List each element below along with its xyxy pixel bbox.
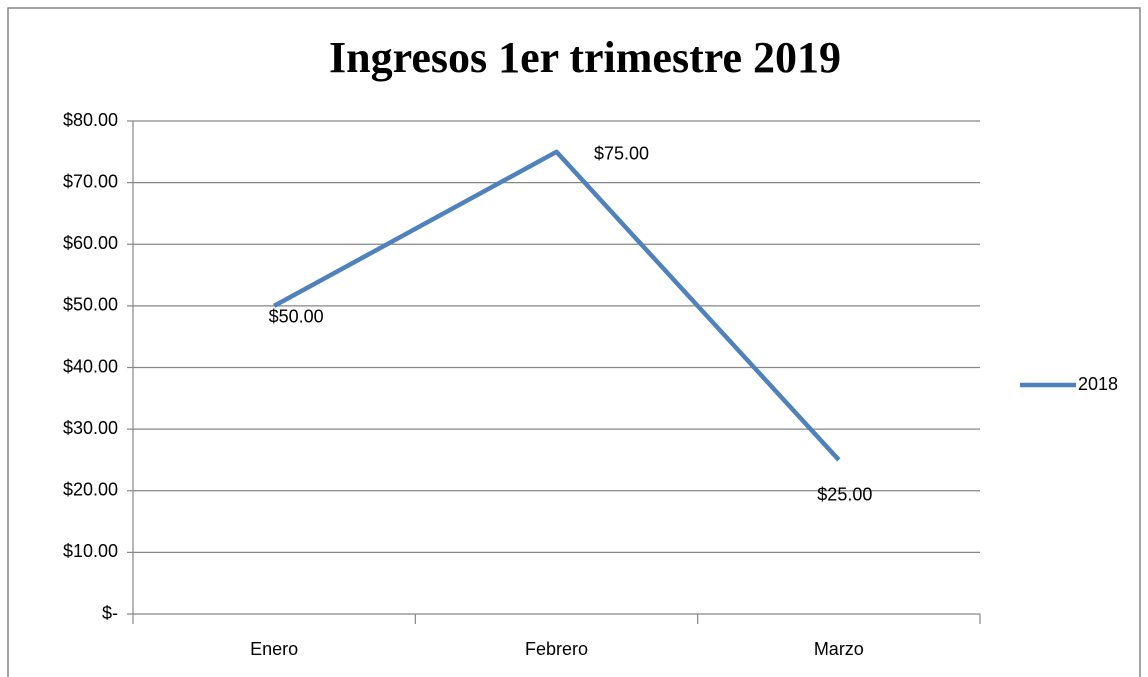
x-tick-label: Febrero <box>525 639 588 659</box>
y-tick-label: $- <box>102 603 118 623</box>
data-label: $75.00 <box>594 144 649 164</box>
y-tick-label: $70.00 <box>63 171 118 191</box>
chart-frame <box>7 7 1141 677</box>
chart-title: Ingresos 1er trimestre 2019 <box>329 33 841 82</box>
y-tick-label: $80.00 <box>63 110 118 130</box>
y-tick-label: $40.00 <box>63 356 118 376</box>
y-tick-label: $60.00 <box>63 233 118 253</box>
y-tick-label: $30.00 <box>63 418 118 438</box>
y-tick-label: $10.00 <box>63 541 118 561</box>
y-tick-label: $20.00 <box>63 480 118 500</box>
line <box>273 149 841 462</box>
legend-label: 2018 <box>1078 374 1118 394</box>
y-tick-label: $50.00 <box>63 295 118 315</box>
x-tick-label: Enero <box>250 639 298 659</box>
data-label: $50.00 <box>269 307 324 327</box>
data-label: $25.00 <box>817 485 872 505</box>
x-tick-label: Marzo <box>814 639 864 659</box>
